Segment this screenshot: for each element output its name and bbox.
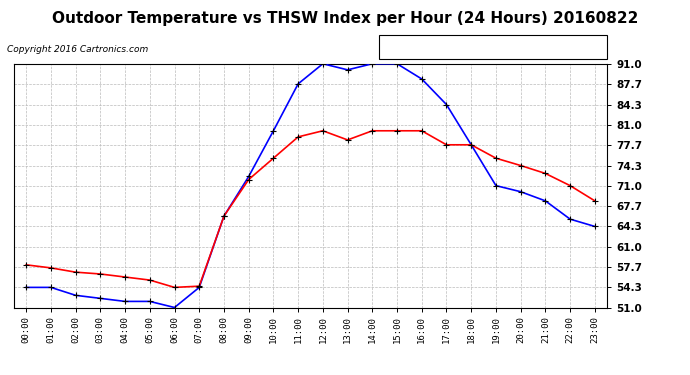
FancyBboxPatch shape (379, 34, 607, 59)
Text: Temperature  (°F): Temperature (°F) (495, 41, 599, 51)
Text: THSW  (°F): THSW (°F) (388, 41, 452, 51)
Text: Copyright 2016 Cartronics.com: Copyright 2016 Cartronics.com (7, 45, 148, 54)
Text: Outdoor Temperature vs THSW Index per Hour (24 Hours) 20160822: Outdoor Temperature vs THSW Index per Ho… (52, 11, 638, 26)
